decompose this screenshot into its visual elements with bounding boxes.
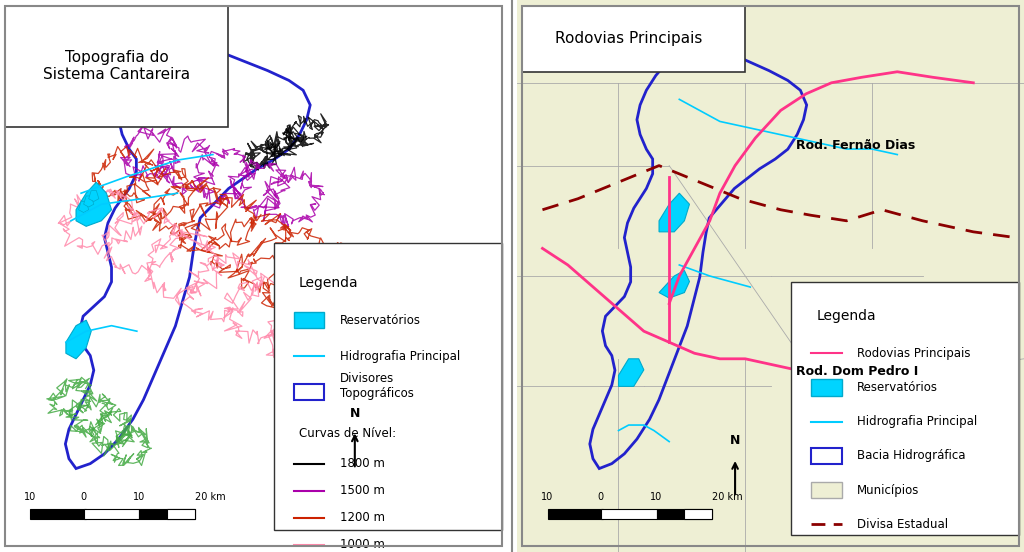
Text: Reservatórios: Reservatórios bbox=[857, 381, 938, 394]
Text: Divisa Estadual: Divisa Estadual bbox=[857, 518, 948, 531]
Text: Rodovias Principais: Rodovias Principais bbox=[857, 347, 970, 360]
Bar bbox=[294, 384, 325, 400]
Polygon shape bbox=[84, 196, 94, 207]
Text: Legenda: Legenda bbox=[816, 309, 876, 323]
Polygon shape bbox=[618, 359, 644, 386]
Text: 0: 0 bbox=[598, 492, 604, 502]
Polygon shape bbox=[66, 46, 310, 469]
Text: Reservatórios: Reservatórios bbox=[340, 314, 421, 327]
Bar bbox=[656, 509, 713, 519]
Text: 10: 10 bbox=[650, 492, 663, 502]
Bar bbox=[548, 509, 603, 519]
Text: Legenda: Legenda bbox=[299, 276, 358, 290]
Text: 10: 10 bbox=[133, 492, 145, 502]
Text: Rodovias Principais: Rodovias Principais bbox=[555, 31, 702, 46]
FancyBboxPatch shape bbox=[791, 282, 1019, 535]
Text: Municípios: Municípios bbox=[857, 484, 920, 497]
Text: N: N bbox=[349, 406, 360, 420]
Text: Bacia Hidrográfica: Bacia Hidrográfica bbox=[857, 449, 966, 463]
Polygon shape bbox=[66, 320, 91, 359]
Text: 1000 m: 1000 m bbox=[340, 538, 384, 551]
Bar bbox=[811, 379, 842, 396]
Bar bbox=[811, 482, 842, 498]
Bar bbox=[684, 509, 713, 519]
Bar bbox=[84, 509, 139, 519]
Polygon shape bbox=[659, 270, 689, 298]
Bar bbox=[139, 509, 196, 519]
Bar bbox=[31, 509, 86, 519]
Polygon shape bbox=[659, 193, 689, 232]
Text: Hidrografia Principal: Hidrografia Principal bbox=[857, 415, 977, 428]
FancyBboxPatch shape bbox=[5, 6, 228, 127]
Text: 1800 m: 1800 m bbox=[340, 457, 384, 470]
Text: 10: 10 bbox=[542, 492, 554, 502]
Text: 1500 m: 1500 m bbox=[340, 484, 384, 497]
Bar bbox=[601, 509, 656, 519]
Polygon shape bbox=[76, 182, 112, 226]
Text: Topografia do
Sistema Cantareira: Topografia do Sistema Cantareira bbox=[43, 50, 190, 82]
Bar bbox=[167, 509, 196, 519]
Text: Hidrografia Principal: Hidrografia Principal bbox=[340, 349, 460, 363]
Text: 10: 10 bbox=[25, 492, 37, 502]
Text: Rod. Dom Pedro I: Rod. Dom Pedro I bbox=[796, 365, 919, 378]
Text: Divisores
Topográficos: Divisores Topográficos bbox=[340, 373, 414, 400]
Bar bbox=[294, 312, 325, 328]
Text: 1200 m: 1200 m bbox=[340, 511, 385, 524]
Text: N: N bbox=[730, 434, 740, 447]
Polygon shape bbox=[89, 190, 99, 201]
Text: 0: 0 bbox=[81, 492, 87, 502]
Bar bbox=[811, 448, 842, 464]
Text: 20 km: 20 km bbox=[196, 492, 225, 502]
FancyBboxPatch shape bbox=[273, 243, 502, 530]
Text: 20 km: 20 km bbox=[713, 492, 742, 502]
Polygon shape bbox=[79, 201, 89, 213]
Text: Rod. Fernão Dias: Rod. Fernão Dias bbox=[796, 139, 915, 152]
Text: Curvas de Nível:: Curvas de Nível: bbox=[299, 427, 396, 440]
FancyBboxPatch shape bbox=[522, 6, 745, 72]
